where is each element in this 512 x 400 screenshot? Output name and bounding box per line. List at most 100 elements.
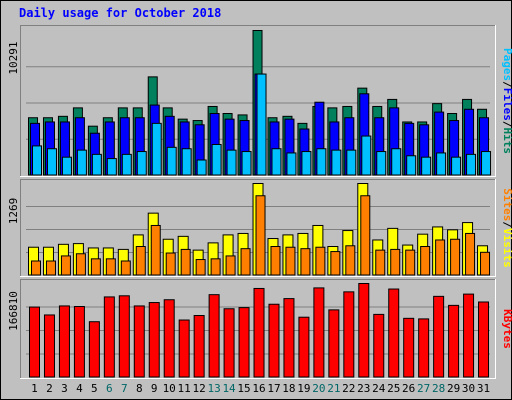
bar-pages-day-11 [181, 148, 192, 176]
bar-pages-day-2 [46, 148, 57, 176]
x-tick-label-day-18: 18 [282, 382, 295, 395]
legend-entry: KBytes [501, 309, 512, 349]
legend-entry: Hits [501, 128, 512, 155]
bar-kbytes-day-26 [403, 317, 415, 378]
panel-kbytes-legend: KBytes [501, 309, 512, 349]
bar-pages-day-15 [241, 151, 252, 176]
x-tick-label-day-6: 6 [106, 382, 113, 395]
legend-entry: Sites [501, 188, 512, 221]
bar-sites-day-6 [105, 258, 116, 276]
bar-sites-day-14 [225, 255, 236, 276]
bar-pages-day-21 [331, 149, 342, 176]
panel-visits-sites: 1269 Sites/Visits [7, 179, 512, 277]
bar-pages-day-3 [61, 156, 72, 176]
bar-pages-day-30 [466, 153, 477, 176]
bar-pages-day-18 [286, 152, 297, 176]
bar-pages-day-1 [32, 145, 42, 176]
bar-sites-day-22 [345, 245, 356, 276]
bar-pages-day-25 [391, 148, 402, 176]
legend-entry: Pages [501, 48, 512, 81]
x-axis-tick-labels: 1 2 3 4 5 6 7 8 9 10 11 12 13 14 15 16 17 18 19 20 21 22 23 24 2… [31, 382, 490, 395]
bar-kbytes-day-7 [118, 295, 130, 378]
bar-pages-day-20 [316, 148, 327, 176]
panel-kbytes-ymax-label: 166810 [7, 291, 20, 331]
x-tick-label-day-1: 1 [31, 382, 38, 395]
x-tick-label-day-20: 20 [312, 382, 325, 395]
legend-entry: / [501, 81, 512, 88]
bar-pages-day-16 [256, 73, 267, 176]
x-tick-label-day-12: 12 [193, 382, 206, 395]
bar-pages-day-8 [136, 151, 147, 176]
bar-kbytes-day-25 [388, 288, 400, 378]
x-tick-label-day-28: 28 [432, 382, 445, 395]
bar-kbytes-day-6 [103, 296, 115, 378]
x-tick-label-day-24: 24 [372, 382, 386, 395]
bar-kbytes-day-2 [43, 314, 55, 378]
x-tick-label-day-3: 3 [61, 382, 68, 395]
x-tick-label-day-11: 11 [178, 382, 191, 395]
bar-kbytes-day-19 [298, 316, 310, 378]
panel-kbytes: 166810 KBytes [7, 279, 512, 379]
x-tick-label-day-2: 2 [46, 382, 53, 395]
bar-sites-day-1 [31, 260, 41, 276]
bar-sites-day-9 [150, 224, 161, 276]
bar-sites-day-28 [435, 239, 446, 276]
bar-pages-day-17 [271, 148, 282, 176]
bar-pages-day-22 [346, 149, 357, 176]
bar-pages-day-28 [436, 152, 447, 176]
x-tick-label-day-30: 30 [462, 382, 475, 395]
bar-kbytes-day-18 [283, 298, 295, 378]
bar-kbytes-day-10 [163, 299, 175, 378]
bar-sites-day-12 [195, 259, 206, 276]
bar-pages-day-9 [151, 122, 162, 176]
panel-visits-sites-legend: Sites/Visits [501, 188, 512, 268]
x-tick-label-day-10: 10 [163, 382, 176, 395]
bar-kbytes-day-11 [178, 319, 190, 378]
bar-sites-day-18 [285, 246, 296, 276]
bar-pages-day-4 [76, 149, 87, 176]
bar-sites-day-21 [330, 251, 341, 276]
bar-sites-day-27 [420, 246, 431, 276]
bar-pages-day-24 [376, 151, 387, 176]
bar-sites-day-20 [315, 246, 326, 276]
legend-entry: Files [501, 88, 512, 121]
x-tick-label-day-19: 19 [297, 382, 310, 395]
bar-sites-day-11 [180, 248, 191, 276]
bar-sites-day-3 [60, 255, 71, 276]
bar-sites-day-31 [480, 251, 491, 276]
bar-sites-day-16 [255, 195, 266, 276]
x-tick-label-day-23: 23 [357, 382, 370, 395]
bar-kbytes-day-15 [238, 307, 250, 378]
x-tick-label-day-25: 25 [387, 382, 400, 395]
bar-pages-day-10 [166, 146, 177, 176]
bar-pages-day-27 [421, 156, 432, 176]
x-tick-label-day-13: 13 [207, 382, 220, 395]
panels-layer: 10291Pages/Files/Hits1269Sites/Visits166… [7, 25, 512, 379]
bar-sites-day-25 [390, 248, 401, 276]
bar-kbytes-day-3 [58, 305, 70, 378]
bar-kbytes-day-20 [313, 287, 325, 378]
bar-pages-day-19 [301, 151, 312, 176]
bar-sites-day-23 [360, 195, 371, 276]
legend-entry: / [501, 221, 512, 228]
bar-kbytes-day-1 [29, 306, 40, 378]
bar-kbytes-day-22 [343, 291, 355, 378]
bar-sites-day-8 [135, 246, 146, 276]
bar-sites-day-15 [240, 248, 251, 276]
x-tick-label-day-14: 14 [222, 382, 236, 395]
panel-visits-sites-ymax-label: 1269 [7, 198, 20, 225]
panel-hits-files-pages-legend: Pages/Files/Hits [501, 48, 512, 154]
x-tick-label-day-22: 22 [342, 382, 355, 395]
x-tick-label-day-4: 4 [76, 382, 83, 395]
bar-sites-day-13 [210, 258, 221, 276]
bar-pages-day-31 [481, 151, 492, 176]
bar-kbytes-day-9 [148, 302, 160, 378]
bar-sites-day-2 [45, 260, 56, 276]
bar-sites-day-19 [300, 248, 311, 276]
legend-entry: / [501, 121, 512, 128]
bar-sites-day-5 [90, 258, 101, 276]
legend-entry: Visits [501, 228, 512, 268]
bar-pages-day-12 [196, 159, 207, 176]
